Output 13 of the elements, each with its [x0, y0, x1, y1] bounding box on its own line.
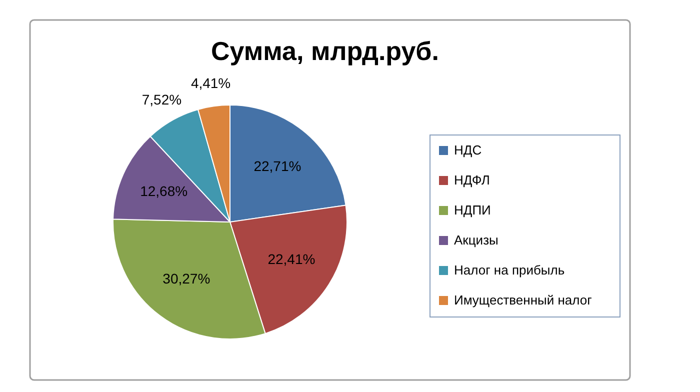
- legend-label: НДС: [454, 142, 482, 158]
- chart-title: Сумма, млрд.руб.: [211, 36, 439, 66]
- data-label: 22,41%: [268, 251, 316, 268]
- legend-label: Имущественный налог: [454, 292, 592, 308]
- data-label: 7,52%: [142, 92, 182, 108]
- data-label: 22,71%: [254, 158, 302, 174]
- legend-label: НДПИ: [454, 202, 491, 218]
- legend-label: Акцизы: [454, 232, 498, 248]
- legend-label: Налог на прибыль: [454, 262, 565, 278]
- legend-label: НДФЛ: [454, 172, 490, 188]
- data-label: 30,27%: [162, 270, 210, 287]
- data-label: 12,68%: [140, 182, 188, 199]
- data-label: 4,41%: [190, 75, 231, 92]
